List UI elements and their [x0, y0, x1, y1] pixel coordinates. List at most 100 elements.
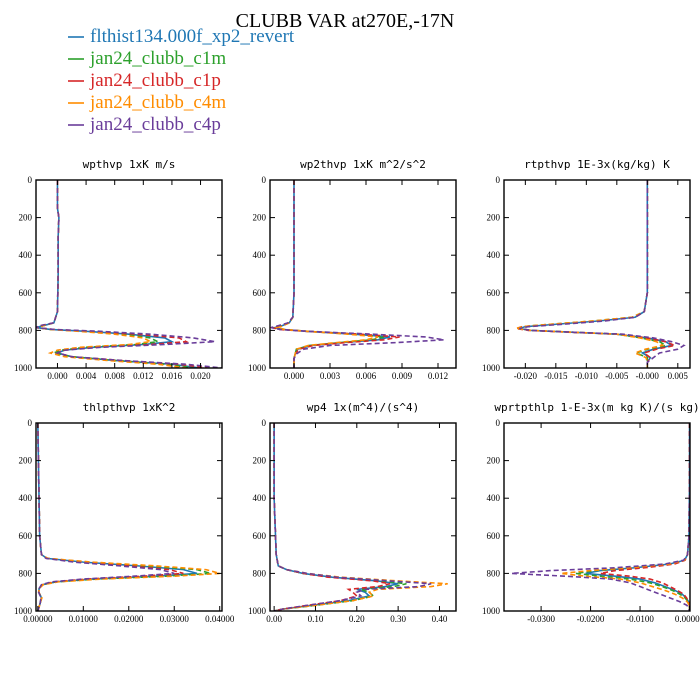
series-line	[37, 423, 184, 611]
x-tick-label: -0.005	[605, 371, 629, 381]
x-tick-label: 0.10	[308, 614, 324, 624]
y-tick-label: 200	[19, 456, 33, 466]
x-tick-label: -0.000	[636, 371, 660, 381]
x-tick-label: -0.010	[575, 371, 599, 381]
series-group	[515, 180, 686, 368]
series-line	[274, 180, 379, 368]
series-line	[37, 423, 211, 611]
y-tick-label: 600	[19, 531, 33, 541]
y-tick-label: 1000	[248, 363, 267, 373]
series-group	[273, 423, 448, 611]
series-line	[560, 423, 690, 611]
legend-entry: jan24_clubb_c4p	[68, 114, 221, 135]
x-tick-label: 0.00000	[23, 614, 53, 624]
y-tick-label: 400	[253, 250, 267, 260]
x-tick-label: -0.015	[544, 371, 568, 381]
y-tick-label: 200	[487, 456, 501, 466]
y-tick-label: 800	[19, 568, 33, 578]
series-line	[273, 423, 391, 611]
y-tick-label: 1000	[482, 606, 501, 616]
y-tick-label: 600	[487, 531, 501, 541]
y-tick-label: 400	[487, 250, 501, 260]
series-line	[36, 180, 201, 368]
x-tick-label: 0.30	[390, 614, 406, 624]
x-tick-label: 0.008	[105, 371, 126, 381]
x-tick-label: 0.00000	[675, 614, 700, 624]
x-tick-label: -0.0100	[626, 614, 654, 624]
series-line	[511, 423, 690, 611]
series-line	[270, 180, 445, 368]
y-tick-label: 0	[496, 175, 501, 185]
y-tick-label: 0	[28, 175, 33, 185]
y-tick-label: 600	[253, 531, 267, 541]
legend-entry: jan24_clubb_c1p	[68, 70, 221, 91]
x-tick-label: 0.012	[133, 371, 153, 381]
series-line	[36, 180, 222, 368]
x-tick-label: -0.0200	[577, 614, 605, 624]
x-tick-label: 0.000	[47, 371, 68, 381]
legend: flthist134.000f_xp2_revertjan24_clubb_c1…	[68, 26, 295, 135]
series-line	[37, 423, 175, 611]
series-line	[600, 423, 690, 611]
x-tick-label: 0.009	[392, 371, 413, 381]
chart-panel: wpthvp 1xK m/s 0 200 400 600 800 1000 0.000 0.00…	[14, 158, 223, 381]
y-tick-label: 0	[496, 418, 501, 428]
legend-label: jan24_clubb_c1p	[89, 70, 221, 91]
series-line	[575, 423, 690, 611]
x-tick-label: 0.016	[162, 371, 183, 381]
x-tick-label: 0.02000	[114, 614, 144, 624]
y-tick-label: 200	[253, 456, 267, 466]
series-line	[37, 423, 198, 611]
chart-panel: wprtpthlp 1-E-3x(m kg K)/(s kg) 0 200 400 60…	[482, 401, 700, 624]
x-tick-label: 0.00	[266, 614, 282, 624]
legend-entry: flthist134.000f_xp2_revert	[68, 26, 295, 47]
x-tick-label: 0.40	[432, 614, 448, 624]
figure-title: CLUBB VAR at270E,-17N	[236, 10, 455, 32]
x-tick-label: 0.03000	[160, 614, 190, 624]
x-tick-label: 0.20	[349, 614, 365, 624]
plot-frame	[35, 179, 223, 369]
series-group	[511, 423, 690, 611]
y-tick-label: 0	[262, 175, 267, 185]
plot-frame	[269, 422, 457, 612]
legend-label: flthist134.000f_xp2_revert	[90, 26, 295, 47]
y-tick-label: 400	[19, 493, 33, 503]
series-line	[273, 423, 432, 611]
x-tick-label: 0.005	[668, 371, 689, 381]
plot-frame	[503, 179, 691, 369]
y-tick-label: 600	[487, 288, 501, 298]
legend-label: jan24_clubb_c4p	[89, 114, 221, 135]
x-tick-label: 0.012	[428, 371, 448, 381]
legend-label: jan24_clubb_c4m	[89, 92, 226, 113]
series-line	[515, 180, 678, 368]
x-tick-label: 0.020	[190, 371, 211, 381]
panel-title: thlpthvp 1xK^2	[83, 401, 176, 414]
series-group	[37, 423, 220, 611]
legend-entry: jan24_clubb_c4m	[68, 92, 226, 113]
chart-panel: rtpthvp 1E-3x(kg/kg) K 0 200 400 600 800 1000 -…	[482, 158, 691, 381]
y-tick-label: 200	[19, 213, 33, 223]
plot-frame	[35, 422, 223, 612]
series-line	[516, 180, 668, 368]
y-tick-label: 600	[253, 288, 267, 298]
x-tick-label: -0.0300	[527, 614, 555, 624]
y-tick-label: 1000	[14, 606, 33, 616]
series-group	[270, 180, 445, 368]
y-tick-label: 1000	[248, 606, 267, 616]
y-tick-label: 1000	[14, 363, 33, 373]
y-tick-label: 400	[253, 493, 267, 503]
x-tick-label: 0.04000	[205, 614, 235, 624]
panel-title: wp4 1x(m^4)/(s^4)	[307, 401, 420, 414]
x-tick-label: 0.003	[320, 371, 341, 381]
series-line	[36, 180, 208, 368]
x-tick-label: 0.01000	[69, 614, 99, 624]
y-tick-label: 200	[487, 213, 501, 223]
panel-title: wprtpthlp 1-E-3x(m kg K)/(s kg)	[494, 401, 699, 414]
legend-label: jan24_clubb_c1m	[89, 48, 226, 69]
chart-panel: wp2thvp 1xK m^2/s^2 0 200 400 600 800 1000 0.00…	[248, 158, 457, 381]
x-tick-label: -0.020	[514, 371, 538, 381]
y-tick-label: 600	[19, 288, 33, 298]
